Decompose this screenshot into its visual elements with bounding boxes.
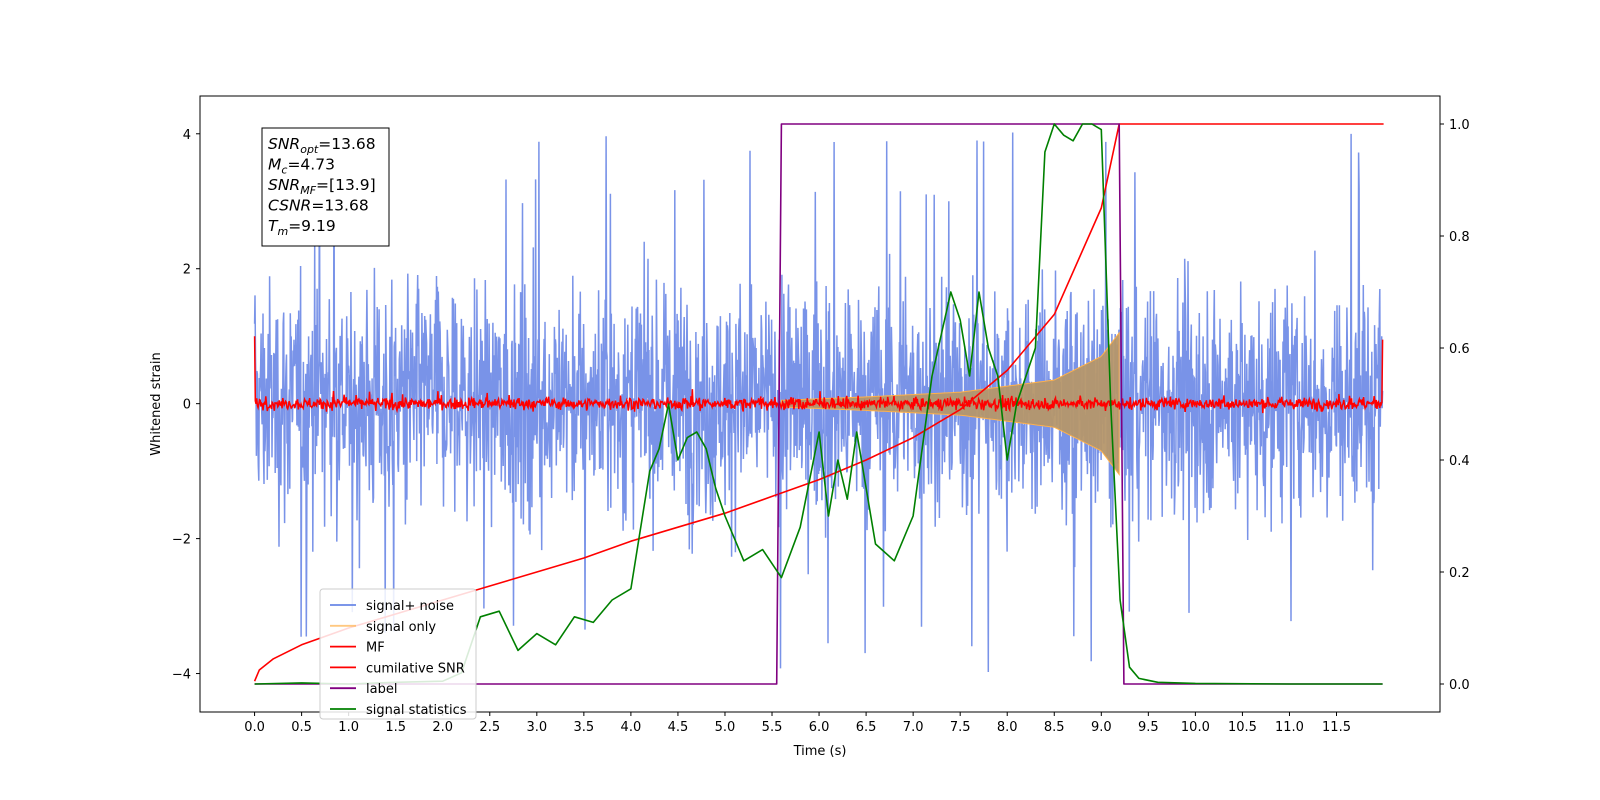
info-box-line: Mc=4.73 [268, 156, 335, 177]
y-tick-label-left: 2 [183, 263, 191, 278]
y-tick-label-right: 1.0 [1449, 118, 1470, 133]
y-tick-label-right: 0.8 [1449, 230, 1470, 245]
info-box-lines: SNRopt=13.68Mc=4.73SNRMF=[13.9]CSNR=13.6… [268, 135, 376, 238]
legend-label: cumilative SNR [366, 661, 465, 676]
legend-items: signal+ noise signal only MF cumilative SNR… [330, 599, 467, 718]
x-tick-label: 10.5 [1228, 720, 1257, 735]
x-axis-label: Time (s) [793, 744, 847, 759]
info-box-line: Tm=9.19 [268, 217, 336, 238]
x-tick-label: 6.5 [856, 720, 877, 735]
x-tick-label: 0.0 [244, 720, 265, 735]
info-box-line: SNRopt=13.68 [268, 135, 376, 156]
x-tick-label: 9.5 [1138, 720, 1159, 735]
y-tick-label-right: 0.4 [1449, 454, 1470, 469]
y-tick-label-right: 0.2 [1449, 566, 1470, 581]
legend-frame [319, 588, 477, 720]
y-axis-left: −4 −2 0 2 4 [172, 128, 200, 683]
x-tick-label: 2.0 [432, 720, 453, 735]
x-tick-label: 1.5 [385, 720, 406, 735]
plot-area [199, 95, 1441, 713]
x-tick-label: 4.5 [668, 720, 689, 735]
x-tick-label: 11.5 [1322, 720, 1351, 735]
x-tick-label: 5.5 [762, 720, 783, 735]
x-tick-label: 1.0 [338, 720, 359, 735]
series-layer [253, 123, 1384, 685]
y-axis-label: Whitened strain [149, 352, 164, 455]
x-tick-label: 0.5 [291, 720, 312, 735]
y-tick-label-right: 0.0 [1449, 678, 1470, 693]
y-axis-right: 0.0 0.2 0.4 0.6 0.8 1.0 [1440, 118, 1470, 693]
y-tick-label-left: −4 [172, 668, 191, 683]
info-box: SNRopt=13.68Mc=4.73SNRMF=[13.9]CSNR=13.6… [261, 127, 390, 247]
series-mf [253, 336, 1384, 414]
x-tick-label: 10.0 [1181, 720, 1210, 735]
legend-label: signal statistics [366, 703, 467, 718]
legend-label: label [366, 682, 397, 697]
legend: signal+ noise signal only MF cumilative SNR… [319, 588, 477, 720]
legend-label: signal only [366, 620, 436, 635]
x-tick-label: 3.5 [574, 720, 595, 735]
series-signal-noise [253, 129, 1384, 673]
x-tick-label: 8.0 [997, 720, 1018, 735]
x-tick-label: 11.0 [1275, 720, 1304, 735]
x-tick-label: 8.5 [1044, 720, 1065, 735]
x-axis: 0.0 0.5 1.0 1.5 2.0 2.5 3.0 3.5 4.0 4.5 5.0 5.5 6.0 6… [244, 712, 1351, 735]
info-box-frame [261, 127, 390, 247]
x-tick-label: 9.0 [1091, 720, 1112, 735]
x-tick-label: 5.0 [715, 720, 736, 735]
x-tick-label: 6.0 [809, 720, 830, 735]
info-box-line: CSNR=13.68 [268, 197, 369, 215]
x-tick-label: 2.5 [479, 720, 500, 735]
series-label [254, 123, 1383, 685]
legend-label: signal+ noise [366, 599, 454, 614]
x-tick-label: 3.0 [526, 720, 547, 735]
y-tick-label-left: −2 [172, 533, 191, 548]
y-tick-label-left: 0 [183, 398, 191, 413]
y-tick-label-right: 0.6 [1449, 342, 1470, 357]
y-tick-label-left: 4 [183, 128, 191, 143]
info-box-line: SNRMF=[13.9] [268, 176, 376, 197]
x-tick-label: 7.0 [903, 720, 924, 735]
legend-label: MF [366, 641, 385, 656]
series-signal-statistics [254, 123, 1383, 685]
x-tick-label: 4.0 [621, 720, 642, 735]
x-tick-label: 7.5 [950, 720, 971, 735]
